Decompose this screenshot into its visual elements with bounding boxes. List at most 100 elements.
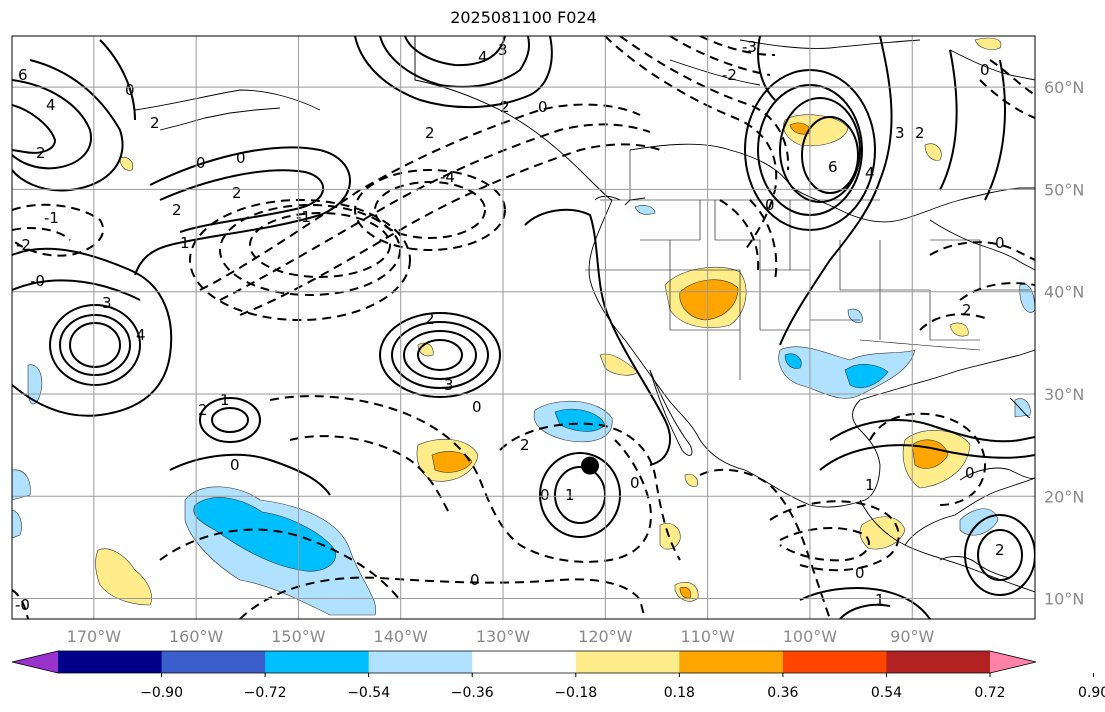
contour-label: 0 [630, 474, 640, 492]
shade-neg-light [847, 308, 863, 323]
shaded-anomaly-fields [12, 37, 1035, 616]
shade-neg-light [12, 509, 22, 539]
colorbar-segment [575, 651, 680, 673]
latitude-tick-label: 30°N [1044, 385, 1084, 404]
shade-pos-light [684, 473, 698, 487]
latitude-tick-labels: 60°N 50°N 40°N 30°N 20°N 10°N [1044, 78, 1084, 608]
colorbar-segment [472, 651, 577, 673]
colorbar-tick-label: 0.90 [1078, 685, 1105, 701]
latitude-tick-label: 10°N [1044, 590, 1084, 609]
contour-label: 0 [995, 234, 1005, 252]
colorbar-tick-label: −0.18 [554, 685, 597, 701]
contour-label: 2 [915, 124, 925, 142]
gridlines [12, 36, 1035, 619]
shade-neg-light [634, 205, 656, 215]
contour-label: -4 [440, 168, 455, 186]
colorbar-segment [265, 651, 370, 673]
colorbar-segment [161, 651, 266, 673]
shade-pos-medium [431, 451, 473, 473]
longitude-tick-label: 120°W [578, 627, 633, 646]
colorbar-tick-label: 0.72 [974, 685, 1005, 701]
contour-label: 0 [965, 464, 975, 482]
longitude-tick-label: 100°W [783, 627, 838, 646]
contour-label: 4 [865, 164, 875, 182]
location-marker [580, 456, 599, 475]
longitude-tick-label: 90°W [890, 627, 934, 646]
contour-label: 3 [444, 376, 454, 394]
colorbar-segment [368, 651, 473, 673]
colorbar-labels: −0.90 −0.72 −0.54 −0.36 −0.18 0.18 0.36 0.54 0.7… [140, 673, 1105, 701]
contour-label: 2 [425, 124, 435, 142]
contour-label: 2 [425, 310, 435, 328]
shade-pos-light [859, 516, 906, 550]
shade-neg-light [12, 469, 31, 501]
shade-neg-medium [193, 497, 337, 572]
colorbar-segment [886, 651, 991, 673]
contour-label: 6 [828, 158, 838, 176]
colorbar-extend-min [12, 651, 58, 673]
contour-label: 2 [172, 201, 182, 219]
contour-label: 0 [470, 571, 480, 589]
colorbar [11, 650, 1037, 674]
colorbar-tick-label: −0.54 [347, 685, 390, 701]
shade-neg-light [1014, 398, 1031, 418]
contour-label: 2 [995, 541, 1005, 559]
contour-label: 4 [478, 48, 488, 66]
shade-pos-medium [679, 587, 692, 599]
longitude-tick-label: 170°W [67, 627, 122, 646]
contour-label: -2 [722, 66, 737, 84]
shade-pos-light [659, 523, 681, 550]
colorbar-tick-label: −0.72 [244, 685, 287, 701]
contour-label: 1 [875, 591, 885, 609]
latitude-tick-label: 50°N [1044, 180, 1084, 199]
contour-label: 2 [500, 98, 510, 116]
colorbar-segment [782, 651, 887, 673]
map-area [12, 36, 1035, 619]
contour-label: 2 [232, 184, 242, 202]
longitude-tick-label: 130°W [476, 627, 531, 646]
contour-label: 0 [540, 486, 550, 504]
colorbar-tick-label: 0.54 [871, 685, 902, 701]
shade-neg-medium [844, 364, 889, 389]
contour-label: 0 [472, 398, 482, 416]
shade-pos-light [119, 157, 133, 171]
contour-label: 2 [962, 301, 972, 319]
contour-label: 2 [150, 114, 160, 132]
contour-label: 2 [36, 144, 46, 162]
shade-pos-light [949, 322, 969, 337]
longitude-tick-label: 140°W [374, 627, 429, 646]
latitude-tick-label: 60°N [1044, 78, 1084, 97]
contour-label: -0 [30, 272, 45, 290]
shade-neg-light [1019, 283, 1035, 313]
contour-label: 0 [765, 196, 775, 214]
colorbar-tick-label: −0.36 [451, 685, 494, 701]
contour-label: -3 [742, 38, 757, 56]
contour-label: 1 [180, 234, 190, 252]
contour-label: -0 [15, 596, 30, 614]
longitude-tick-label: 110°W [680, 627, 735, 646]
contour-label: 0 [980, 61, 990, 79]
shade-neg-medium [784, 353, 802, 369]
contour-label: 4 [136, 326, 146, 344]
colorbar-segment [679, 651, 784, 673]
colorbar-tick-label: 0.18 [664, 685, 695, 701]
contour-label: 2 [198, 401, 208, 419]
contour-label: 0 [236, 149, 246, 167]
contour-label: 0 [196, 154, 206, 172]
contour-label: 6 [18, 66, 28, 84]
contour-label: 1 [220, 391, 230, 409]
contour-label: 1 [865, 476, 875, 494]
colorbar-outline [11, 650, 1037, 674]
contour-label: 3 [102, 294, 112, 312]
contour-label: -2 [16, 236, 31, 254]
longitude-tick-labels: 170°W 160°W 150°W 140°W 130°W 120°W 110°W 100°W… [67, 627, 935, 646]
colorbar-extend-max [990, 651, 1036, 673]
contour-label: 0 [855, 564, 865, 582]
contour-label: -1 [44, 209, 59, 227]
latitude-tick-label: 40°N [1044, 283, 1084, 302]
contours-negative [12, 36, 1035, 619]
map-title: 2025081100 F024 [450, 8, 597, 27]
map-frame [11, 35, 1036, 620]
contour-label: -1 [296, 208, 311, 226]
